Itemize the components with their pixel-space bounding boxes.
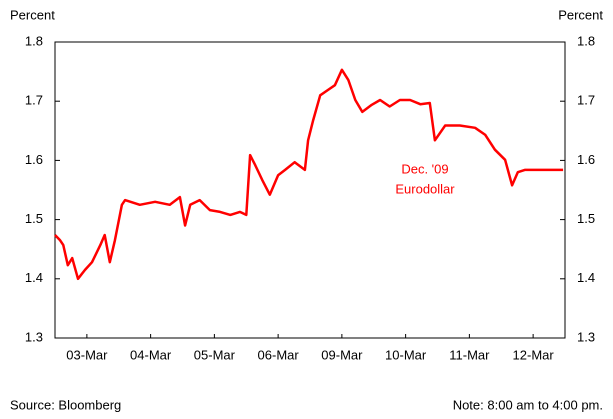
y2-axis-label: Percent <box>558 7 603 22</box>
y-tick-label: 1.3 <box>25 329 43 344</box>
y2-tick-label: 1.3 <box>577 329 595 344</box>
annotation: Dec. '09 <box>401 161 448 176</box>
y2-tick-label: 1.5 <box>577 211 595 226</box>
x-tick-label: 05-Mar <box>194 347 236 362</box>
y2-tick-label: 1.8 <box>577 33 595 48</box>
y2-tick-label: 1.4 <box>577 270 595 285</box>
y-tick-label: 1.4 <box>25 270 43 285</box>
y-tick-label: 1.7 <box>25 93 43 108</box>
y2-tick-label: 1.7 <box>577 93 595 108</box>
y2-tick-label: 1.6 <box>577 152 595 167</box>
y-tick-label: 1.6 <box>25 152 43 167</box>
y-tick-label: 1.5 <box>25 211 43 226</box>
y-axis-label: Percent <box>10 7 55 22</box>
x-tick-label: 11-Mar <box>449 347 490 362</box>
source: Source: Bloomberg <box>10 397 121 412</box>
x-tick-label: 03-Mar <box>66 347 108 362</box>
annotation: Eurodollar <box>395 181 455 196</box>
y-tick-label: 1.8 <box>25 33 43 48</box>
x-tick-label: 06-Mar <box>258 347 300 362</box>
x-tick-label: 09-Mar <box>321 347 363 362</box>
line <box>54 68 564 281</box>
plot-frame <box>54 41 566 339</box>
x-tick-label: 10-Mar <box>385 347 427 362</box>
x-tick-label: 12-Mar <box>513 347 555 362</box>
note: Note: 8:00 am to 4:00 pm. <box>453 397 603 412</box>
x-tick-label: 04-Mar <box>130 347 172 362</box>
